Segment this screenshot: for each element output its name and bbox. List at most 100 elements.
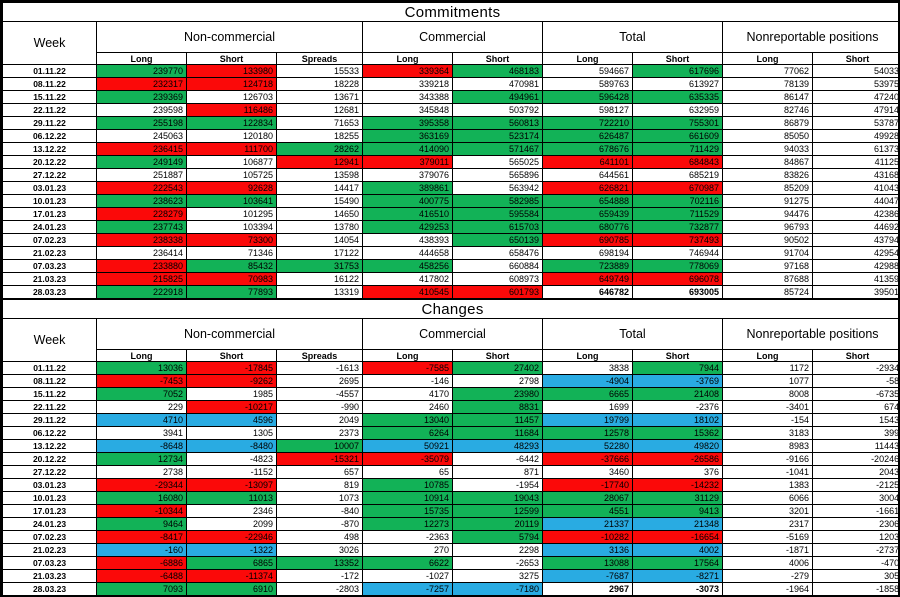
table-row: 07.02.23 238338 73300 14054 438393 650139 6907…: [2, 233, 898, 247]
value-cell: 239369: [96, 90, 187, 104]
value-cell: -154: [722, 413, 813, 427]
value-cell: 255198: [96, 116, 187, 130]
week-date: 21.02.23: [2, 543, 97, 557]
week-date: 03.01.23: [2, 181, 97, 195]
value-cell: 43168: [812, 168, 898, 182]
week-date: 07.02.23: [2, 530, 97, 544]
value-cell: 2043: [811, 465, 898, 479]
value-cell: 15490: [276, 194, 363, 208]
value-cell: 249149: [96, 155, 187, 169]
value-cell: 470981: [452, 77, 543, 91]
group-header-commercial: Commercial: [362, 21, 543, 53]
value-cell: 92628: [186, 181, 277, 195]
value-cell: 1203: [811, 530, 898, 544]
value-cell: 85209: [722, 181, 813, 195]
value-cell: 96793: [722, 220, 813, 234]
value-cell: -2125: [811, 478, 898, 492]
value-cell: 215825: [96, 272, 187, 286]
commitments-title-row: Commitments: [2, 2, 898, 22]
sub-header: Short: [632, 349, 723, 362]
commitments-sub-header-row: Long Short Spreads Long Short Long Short…: [3, 52, 898, 65]
value-cell: 732877: [632, 220, 723, 234]
sub-header: Short: [812, 52, 898, 65]
table-row: 08.11.22 232317 124718 18228 339218 470981 589…: [2, 77, 898, 91]
value-cell: 91275: [722, 194, 813, 208]
week-date: 07.03.23: [2, 259, 97, 273]
table-row: 24.01.23 9464 2099 -870 12273 20119 21337 21348…: [2, 517, 898, 531]
table-row: 06.12.22 245063 120180 18255 363169 523174 626…: [2, 129, 898, 143]
value-cell: 6865: [186, 556, 277, 570]
value-cell: 21337: [542, 517, 633, 531]
value-cell: 11013: [186, 491, 277, 505]
value-cell: 1543: [811, 413, 898, 427]
value-cell: 6066: [722, 491, 813, 505]
week-date: 27.12.22: [2, 168, 97, 182]
week-date: 03.01.23: [2, 478, 97, 492]
value-cell: 14650: [276, 207, 363, 221]
value-cell: 523174: [452, 129, 543, 143]
value-cell: -17740: [542, 478, 633, 492]
value-cell: -172: [276, 569, 363, 583]
value-cell: 598127: [542, 103, 633, 117]
value-cell: -1858: [811, 582, 898, 595]
value-cell: 124718: [186, 77, 277, 91]
value-cell: 339218: [362, 77, 453, 91]
value-cell: 654888: [542, 194, 633, 208]
value-cell: 661609: [632, 129, 723, 143]
value-cell: 596428: [542, 90, 633, 104]
value-cell: 2049: [276, 413, 363, 427]
changes-body: 01.11.22 13036 -17845 -1613 -7585 27402 3838 79…: [2, 361, 898, 595]
group-header-commercial: Commercial: [362, 318, 543, 350]
value-cell: 94476: [722, 207, 813, 221]
changes-table: Changes Week Non-commercial Commercial T…: [2, 299, 898, 595]
sub-header: Short: [452, 349, 543, 362]
value-cell: 650139: [452, 233, 543, 247]
value-cell: -26586: [632, 452, 723, 466]
value-cell: 646782: [542, 285, 633, 299]
value-cell: 4596: [186, 413, 277, 427]
value-cell: 626821: [542, 181, 633, 195]
value-cell: 85432: [186, 259, 277, 273]
value-cell: -7687: [542, 569, 633, 583]
value-cell: 3460: [542, 465, 633, 479]
sub-header: Spreads: [276, 349, 363, 362]
value-cell: 7944: [632, 361, 723, 375]
value-cell: -4557: [276, 387, 363, 401]
value-cell: 615703: [452, 220, 543, 234]
value-cell: 3026: [276, 543, 363, 557]
value-cell: -9166: [722, 452, 813, 466]
value-cell: 86879: [722, 116, 813, 130]
value-cell: -7180: [452, 582, 543, 595]
value-cell: 3136: [542, 543, 633, 557]
value-cell: 15735: [362, 504, 453, 518]
value-cell: 1699: [542, 400, 633, 414]
value-cell: 18102: [632, 413, 723, 427]
value-cell: 13088: [542, 556, 633, 570]
value-cell: -17845: [186, 361, 277, 375]
value-cell: 78139: [722, 77, 813, 91]
value-cell: 1077: [722, 374, 813, 388]
value-cell: -1152: [186, 465, 277, 479]
commitments-group-header-row: Week Non-commercial Commercial Total Non…: [2, 21, 898, 65]
value-cell: 91704: [722, 246, 813, 260]
week-date: 08.11.22: [2, 77, 97, 91]
value-cell: 8831: [452, 400, 543, 414]
table-row: 27.12.22 2738 -1152 657 65 871 3460 376 -1041 204…: [2, 465, 898, 479]
value-cell: 85724: [722, 285, 813, 299]
value-cell: 343388: [362, 90, 453, 104]
value-cell: 1073: [276, 491, 363, 505]
value-cell: -13097: [186, 478, 277, 492]
value-cell: -6488: [96, 569, 187, 583]
group-header-nonreportable: Nonreportable positions: [721, 318, 898, 350]
week-date: 08.11.22: [2, 374, 97, 388]
value-cell: -58: [811, 374, 898, 388]
commitments-title: Commitments: [2, 2, 898, 22]
value-cell: 238623: [96, 194, 187, 208]
value-cell: 601793: [452, 285, 543, 299]
value-cell: 595584: [452, 207, 543, 221]
value-cell: -3401: [722, 400, 813, 414]
value-cell: 670987: [632, 181, 723, 195]
value-cell: 16080: [96, 491, 187, 505]
sub-header: Short: [186, 52, 277, 65]
week-date: 10.01.23: [2, 194, 97, 208]
